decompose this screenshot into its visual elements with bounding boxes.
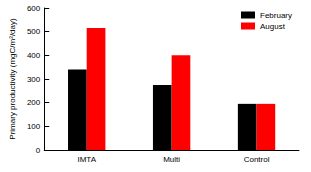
svg-text:IMTA: IMTA — [77, 155, 96, 164]
svg-text:February: February — [260, 11, 292, 20]
svg-text:600: 600 — [27, 4, 41, 13]
svg-text:0: 0 — [36, 146, 41, 155]
svg-text:August: August — [260, 22, 286, 31]
svg-text:200: 200 — [27, 98, 41, 107]
svg-text:Primary productivity (mgC/m²/d: Primary productivity (mgC/m²/day) — [8, 18, 17, 140]
svg-text:400: 400 — [27, 51, 41, 60]
svg-text:500: 500 — [27, 27, 41, 36]
svg-text:300: 300 — [27, 75, 41, 84]
svg-text:100: 100 — [27, 122, 41, 131]
svg-text:Multi: Multi — [163, 155, 180, 164]
svg-text:Control: Control — [244, 155, 270, 164]
